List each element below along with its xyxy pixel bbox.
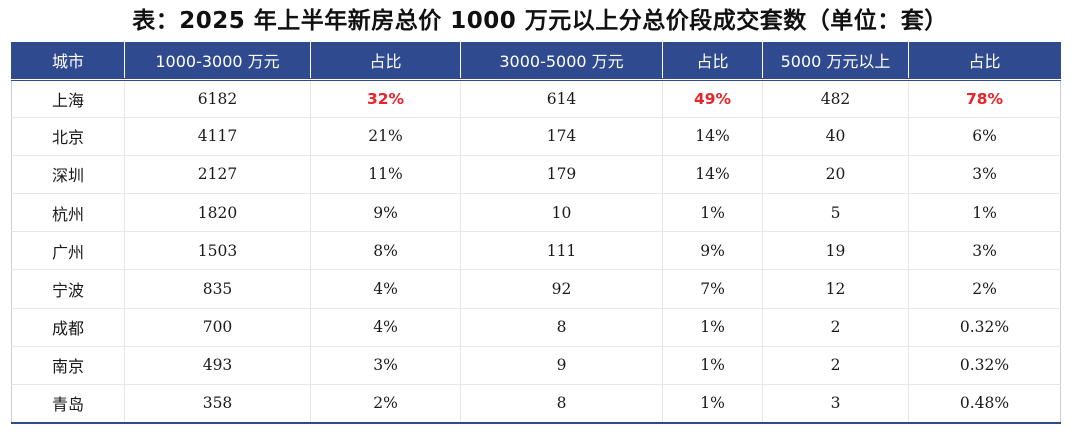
- share-cell: 0.48%: [908, 384, 1061, 424]
- count-cell: 8: [460, 308, 663, 347]
- share-cell: 1%: [662, 193, 763, 233]
- share-cell: 7%: [662, 269, 763, 309]
- count-cell: 2: [762, 308, 909, 347]
- count-cell: 10: [460, 193, 663, 233]
- city-cell: 上海: [11, 77, 125, 118]
- share-cell: 11%: [310, 155, 461, 195]
- share-cell: 4%: [310, 269, 461, 309]
- share-cell: 49%: [662, 77, 763, 118]
- column-header-city: 城市: [11, 42, 125, 79]
- share-cell: 21%: [310, 117, 461, 156]
- count-cell: 614: [460, 77, 663, 118]
- count-cell: 174: [460, 117, 663, 156]
- transactions-table: 城市 1000-3000 万元 占比 3000-5000 万元 占比 5000 …: [11, 42, 1061, 424]
- count-cell: 111: [460, 231, 663, 271]
- table-title: 表：2025 年上半年新房总价 1000 万元以上分总价段成交套数（单位：套）: [132, 8, 948, 34]
- table-row: 成都 700 4% 8 1% 2 0.32%: [11, 308, 1061, 347]
- share-cell: 2%: [310, 384, 461, 424]
- share-cell: 0.32%: [908, 308, 1061, 347]
- share-cell: 1%: [662, 308, 763, 347]
- share-cell: 3%: [908, 231, 1061, 271]
- header-row: 城市 1000-3000 万元 占比 3000-5000 万元 占比 5000 …: [11, 42, 1061, 79]
- city-cell: 杭州: [11, 193, 125, 233]
- count-cell: 835: [124, 269, 311, 309]
- table-row: 青岛 358 2% 8 1% 3 0.48%: [11, 384, 1061, 424]
- share-cell: 32%: [310, 77, 461, 118]
- count-cell: 40: [762, 117, 909, 156]
- count-cell: 493: [124, 346, 311, 386]
- count-cell: 3: [762, 384, 909, 424]
- count-cell: 700: [124, 308, 311, 347]
- column-header-5000-plus: 5000 万元以上: [762, 42, 909, 79]
- share-cell: 8%: [310, 231, 461, 271]
- share-cell: 9%: [310, 193, 461, 233]
- share-cell: 9%: [662, 231, 763, 271]
- city-cell: 广州: [11, 231, 125, 271]
- count-cell: 9: [460, 346, 663, 386]
- table-row: 上海 6182 32% 614 49% 482 78%: [11, 77, 1061, 118]
- city-cell: 成都: [11, 308, 125, 347]
- count-cell: 2127: [124, 155, 311, 195]
- count-cell: 358: [124, 384, 311, 424]
- count-cell: 6182: [124, 77, 311, 118]
- share-cell: 1%: [662, 346, 763, 386]
- share-cell: 4%: [310, 308, 461, 347]
- count-cell: 1820: [124, 193, 311, 233]
- table-row: 深圳 2127 11% 179 14% 20 3%: [11, 155, 1061, 195]
- count-cell: 12: [762, 269, 909, 309]
- count-cell: 5: [762, 193, 909, 233]
- share-cell: 1%: [662, 384, 763, 424]
- column-header-1000-3000: 1000-3000 万元: [124, 42, 311, 79]
- table-row: 北京 4117 21% 174 14% 40 6%: [11, 117, 1061, 156]
- share-cell: 0.32%: [908, 346, 1061, 386]
- count-cell: 2: [762, 346, 909, 386]
- share-cell: 78%: [908, 77, 1061, 118]
- table-row: 广州 1503 8% 111 9% 19 3%: [11, 231, 1061, 271]
- share-cell: 1%: [908, 193, 1061, 233]
- share-cell: 3%: [310, 346, 461, 386]
- column-header-share-3: 占比: [908, 42, 1061, 79]
- count-cell: 20: [762, 155, 909, 195]
- city-cell: 宁波: [11, 269, 125, 309]
- column-header-share-2: 占比: [662, 42, 763, 79]
- count-cell: 8: [460, 384, 663, 424]
- city-cell: 深圳: [11, 155, 125, 195]
- share-cell: 14%: [662, 155, 763, 195]
- column-header-3000-5000: 3000-5000 万元: [460, 42, 663, 79]
- count-cell: 19: [762, 231, 909, 271]
- city-cell: 青岛: [11, 384, 125, 424]
- share-cell: 6%: [908, 117, 1061, 156]
- count-cell: 4117: [124, 117, 311, 156]
- city-cell: 南京: [11, 346, 125, 386]
- share-cell: 2%: [908, 269, 1061, 309]
- table-row: 南京 493 3% 9 1% 2 0.32%: [11, 346, 1061, 386]
- table-row: 杭州 1820 9% 10 1% 5 1%: [11, 193, 1061, 233]
- table-row: 宁波 835 4% 92 7% 12 2%: [11, 269, 1061, 309]
- count-cell: 1503: [124, 231, 311, 271]
- city-cell: 北京: [11, 117, 125, 156]
- count-cell: 92: [460, 269, 663, 309]
- column-header-share-1: 占比: [310, 42, 461, 79]
- count-cell: 179: [460, 155, 663, 195]
- count-cell: 482: [762, 77, 909, 118]
- share-cell: 14%: [662, 117, 763, 156]
- share-cell: 3%: [908, 155, 1061, 195]
